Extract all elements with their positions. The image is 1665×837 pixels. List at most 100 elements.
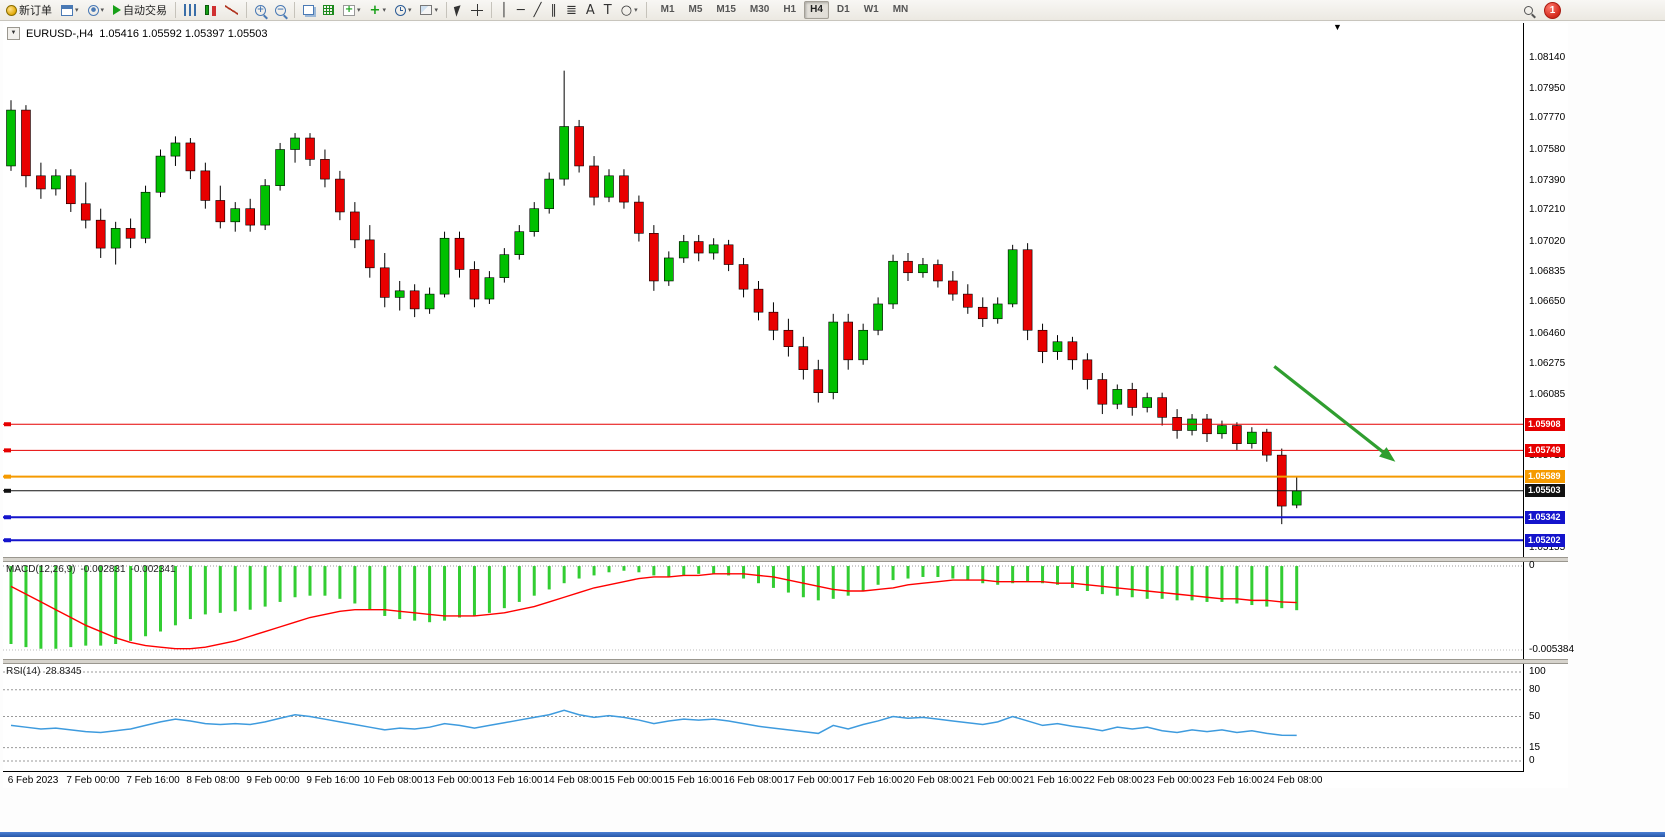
new-chart-button[interactable]: ▾ (57, 1, 83, 20)
time-axis[interactable]: 6 Feb 2023 7 Feb 00:00 7 Feb 16:00 8 Feb 08… (3, 774, 1524, 788)
chevron-down-icon: ▾ (382, 6, 386, 14)
candlestick-icon (205, 5, 210, 15)
chevron-down-icon: ▾ (100, 6, 105, 14)
toolbar-separator (491, 2, 492, 18)
timeframe-mn-button[interactable]: MN (887, 1, 915, 19)
panel-splitter-macd[interactable] (3, 557, 1568, 562)
price-axis-label: 1.07950 (1529, 82, 1566, 94)
timeframe-m30-button[interactable]: M30 (744, 1, 775, 19)
text-label-icon: T (603, 2, 612, 18)
grid-button[interactable] (319, 1, 338, 20)
timeframe-d1-button[interactable]: D1 (831, 1, 856, 19)
time-axis-label: 6 Feb 2023 (7, 775, 59, 786)
clock-icon (394, 4, 406, 16)
search-button[interactable] (1520, 1, 1537, 20)
price-axis-label: 1.07210 (1529, 204, 1566, 216)
chart-widget: ▼ EURUSD-,H4 1.05416 1.05592 1.05397 1.0… (3, 23, 1574, 788)
main-toolbar: 新订单 ▾ ▾ 自动交易 + − + ▾ + ▾ (0, 0, 1665, 21)
price-tag-1.05589: 1.05589 (1525, 470, 1565, 484)
templates-button[interactable]: ▾ (416, 1, 442, 20)
timeframe-w1-button[interactable]: W1 (858, 1, 885, 19)
candlestick-plot[interactable] (3, 23, 1523, 557)
time-axis-label: 20 Feb 08:00 (903, 775, 963, 786)
price-tag-1.05749: 1.05749 (1525, 443, 1565, 457)
time-axis-label: 22 Feb 08:00 (1083, 775, 1143, 786)
add-object-icon: + (369, 2, 381, 18)
toolbar-separator (446, 2, 447, 18)
vertical-line-icon: │ (500, 2, 508, 18)
indicators-icon: + (343, 4, 356, 16)
chevron-down-icon: ▾ (357, 6, 361, 14)
shapes-button[interactable]: ○ ▾ (617, 1, 642, 20)
macd-axis-label: 0 (1529, 560, 1535, 572)
chevron-down-icon: ▾ (434, 6, 438, 14)
new-chart-icon (61, 4, 73, 16)
macd-plot-svg[interactable] (3, 562, 1523, 659)
profiles-button[interactable]: ▾ (84, 1, 109, 20)
price-axis-label: 1.06085 (1529, 389, 1566, 401)
shapes-icon: ○ (620, 2, 633, 18)
time-axis-label: 7 Feb 00:00 (66, 775, 120, 786)
toolbar-separator (175, 2, 177, 18)
chevron-down-icon: ▾ (634, 6, 638, 14)
indicators-button[interactable]: + ▾ (339, 1, 365, 20)
horizontal-line-button[interactable]: ─ (513, 1, 529, 20)
rsi-plot-svg[interactable] (3, 664, 1523, 771)
search-icon (1524, 5, 1533, 15)
profiles-icon (87, 4, 99, 16)
chevron-down-icon: ▾ (75, 6, 79, 14)
new-order-button[interactable]: 新订单 (2, 1, 56, 20)
time-axis-label: 17 Feb 00:00 (783, 775, 843, 786)
periods-button[interactable]: ▾ (391, 1, 416, 20)
template-icon (420, 5, 433, 15)
cursor-icon (453, 4, 464, 17)
window-bottom-edge (0, 832, 1665, 837)
timeframe-h4-button[interactable]: H4 (804, 1, 829, 19)
zoom-in-button[interactable]: + (251, 1, 270, 20)
candlestick-chart-button[interactable] (201, 1, 220, 20)
notification-badge[interactable]: 1 (1544, 1, 1561, 19)
vertical-line-button[interactable]: │ (496, 1, 512, 20)
bar-chart-button[interactable] (180, 1, 200, 20)
rsi-label: RSI(14) 28.8345 (6, 666, 82, 677)
cursor-button[interactable] (451, 1, 466, 20)
price-axis-label: 1.06275 (1529, 357, 1566, 369)
timeframe-m1-button[interactable]: M1 (655, 1, 681, 19)
macd-label: MACD(12,26,9) -0.002831 -0.002341 (6, 564, 176, 575)
macd-panel[interactable]: MACD(12,26,9) -0.002831 -0.002341 (3, 562, 1524, 659)
one-click-trading-icon[interactable]: ▼ (7, 27, 20, 40)
channel-button[interactable]: ∥ (546, 1, 561, 20)
rsi-name: RSI(14) (6, 666, 41, 677)
trendline-button[interactable]: ╱ (530, 1, 546, 20)
bar-chart-icon (184, 4, 197, 16)
auto-trading-icon (113, 5, 122, 15)
timeframe-m15-button[interactable]: M15 (710, 1, 741, 19)
text-button[interactable]: A (582, 1, 599, 20)
price-axis-label: 1.06460 (1529, 327, 1566, 339)
timeframe-h1-button[interactable]: H1 (777, 1, 802, 19)
time-axis-label: 8 Feb 08:00 (186, 775, 240, 786)
price-axis-label: 1.06835 (1529, 265, 1566, 277)
rsi-axis-label: 80 (1529, 683, 1541, 695)
chart-shift-marker[interactable]: ▼ (1333, 22, 1342, 32)
crosshair-button[interactable] (467, 1, 487, 20)
text-label-button[interactable]: T (600, 1, 616, 20)
price-axis[interactable]: 1.08140 1.07950 1.07770 1.07580 1.07390 1.072… (1524, 23, 1574, 788)
auto-trading-button[interactable]: 自动交易 (109, 1, 171, 20)
panel-splitter-rsi[interactable] (3, 659, 1568, 664)
fibonacci-button[interactable]: ≣ (562, 1, 581, 20)
toolbar-separator (294, 2, 296, 18)
macd-value-signal: -0.002341 (130, 564, 176, 575)
zoom-out-button[interactable]: − (271, 1, 290, 20)
add-object-button[interactable]: + ▾ (366, 1, 390, 20)
channel-icon: ∥ (550, 2, 557, 18)
main-chart-panel[interactable]: ▼ EURUSD-,H4 1.05416 1.05592 1.05397 1.0… (3, 23, 1524, 557)
line-chart-button[interactable] (221, 1, 242, 20)
timeframe-m5-button[interactable]: M5 (683, 1, 709, 19)
tile-windows-button[interactable] (299, 1, 318, 20)
chart-title-bar: ▼ EURUSD-,H4 1.05416 1.05592 1.05397 1.0… (7, 27, 267, 40)
price-axis-label: 1.07390 (1529, 174, 1566, 186)
time-axis-label: 15 Feb 00:00 (603, 775, 663, 786)
rsi-panel[interactable]: RSI(14) 28.8345 (3, 664, 1524, 772)
